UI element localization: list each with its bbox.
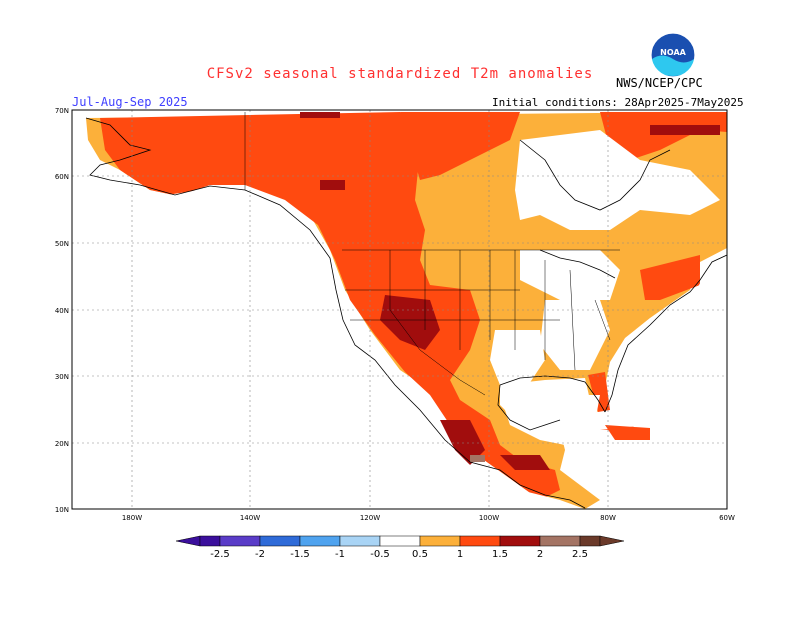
colorbar-swatch [459,535,501,547]
anomaly-region-red-orange-canada [400,112,520,180]
colorbar-label: 1.5 [492,549,508,560]
colorbar-label: -2.5 [210,549,230,560]
anomaly-region-white-hudson [515,130,720,230]
colorbar-label: 0.5 [412,549,428,560]
colorbar-swatch [339,535,381,547]
graticule [72,110,727,509]
lat-labels: 70N 60N 50N 40N 30N 20N 10N [55,107,69,514]
lat-label: 70N [55,107,69,115]
map-frame [71,109,728,510]
ocean-gulf-of-mexico [500,378,590,425]
lon-label: 120W [360,514,380,522]
colorbar-label: 1 [457,549,463,560]
colorbar-label: -2 [255,549,265,560]
map-title: CFSv2 seasonal standardized T2m anomalie… [206,66,594,82]
ocean-atlantic [612,260,727,480]
lon-label: 100W [479,514,499,522]
colorbar-label: -1.5 [290,549,310,560]
anomaly-region-dark-red-isthmus [500,455,550,470]
lat-label: 50N [55,240,69,248]
agency-label: NWS/NCEP/CPC [616,76,703,90]
lon-label: 140W [240,514,260,522]
ocean-caribbean [560,430,680,480]
colorbar-swatch [299,535,341,547]
anomaly-region-white-southeast [540,300,610,370]
colorbar-swatch [539,535,581,547]
noaa-logo: NOAA [650,32,696,78]
colorbar-arrow-low [175,535,201,547]
colorbar-swatch [259,535,301,547]
lat-label: 60N [55,173,69,181]
anomaly-region-red-orange-florida [588,372,610,412]
anomaly-region-red-orange-east [600,112,727,160]
colorbar-label: 2 [537,549,543,560]
colorbar-swatch [419,535,461,547]
lon-labels: 180W 140W 120W 100W 80W 60W [122,514,735,522]
anomaly-region-dark-red-yukon [320,180,345,190]
colorbar-swatch [199,535,221,547]
anomaly-region-red-orange-newengland [640,255,700,300]
colorbar-label: 2.5 [572,549,588,560]
lat-label: 40N [55,307,69,315]
anomaly-field [72,110,727,509]
anomaly-region-red-orange-west [100,112,560,500]
lat-label: 30N [55,373,69,381]
anomaly-region-dark-red-east [650,125,720,135]
anomaly-region-white-plains [490,330,545,390]
colorbar: -2.5 -2 -1.5 -1 -0.5 0.5 1 1.5 2 2.5 [175,535,625,560]
anomaly-region-brown-mexico [470,455,485,462]
logo-text: NOAA [660,48,686,57]
state-borders [244,112,620,396]
caribbean-islands [605,425,650,440]
ocean-pacific [72,190,585,509]
lat-label: 10N [55,506,69,514]
colorbar-label: -0.5 [370,549,390,560]
colorbar-swatch [219,535,261,547]
colorbar-swatch [499,535,541,547]
lat-label: 20N [55,440,69,448]
colorbar-arrow-high [599,535,625,547]
anomaly-region-dark-red-alaska [300,112,340,118]
lon-label: 180W [122,514,142,522]
lon-label: 60W [719,514,735,522]
colorbar-swatch [379,535,421,547]
anomaly-region-dark-red-mexico [440,420,485,465]
forecast-period: Jul-Aug-Sep 2025 [72,95,188,109]
coastlines [85,117,727,509]
colorbar-swatch [579,535,601,547]
lon-label: 80W [600,514,616,522]
colorbar-label: -1 [335,549,345,560]
initial-conditions: Initial conditions: 28Apr2025-7May2025 [492,96,744,109]
